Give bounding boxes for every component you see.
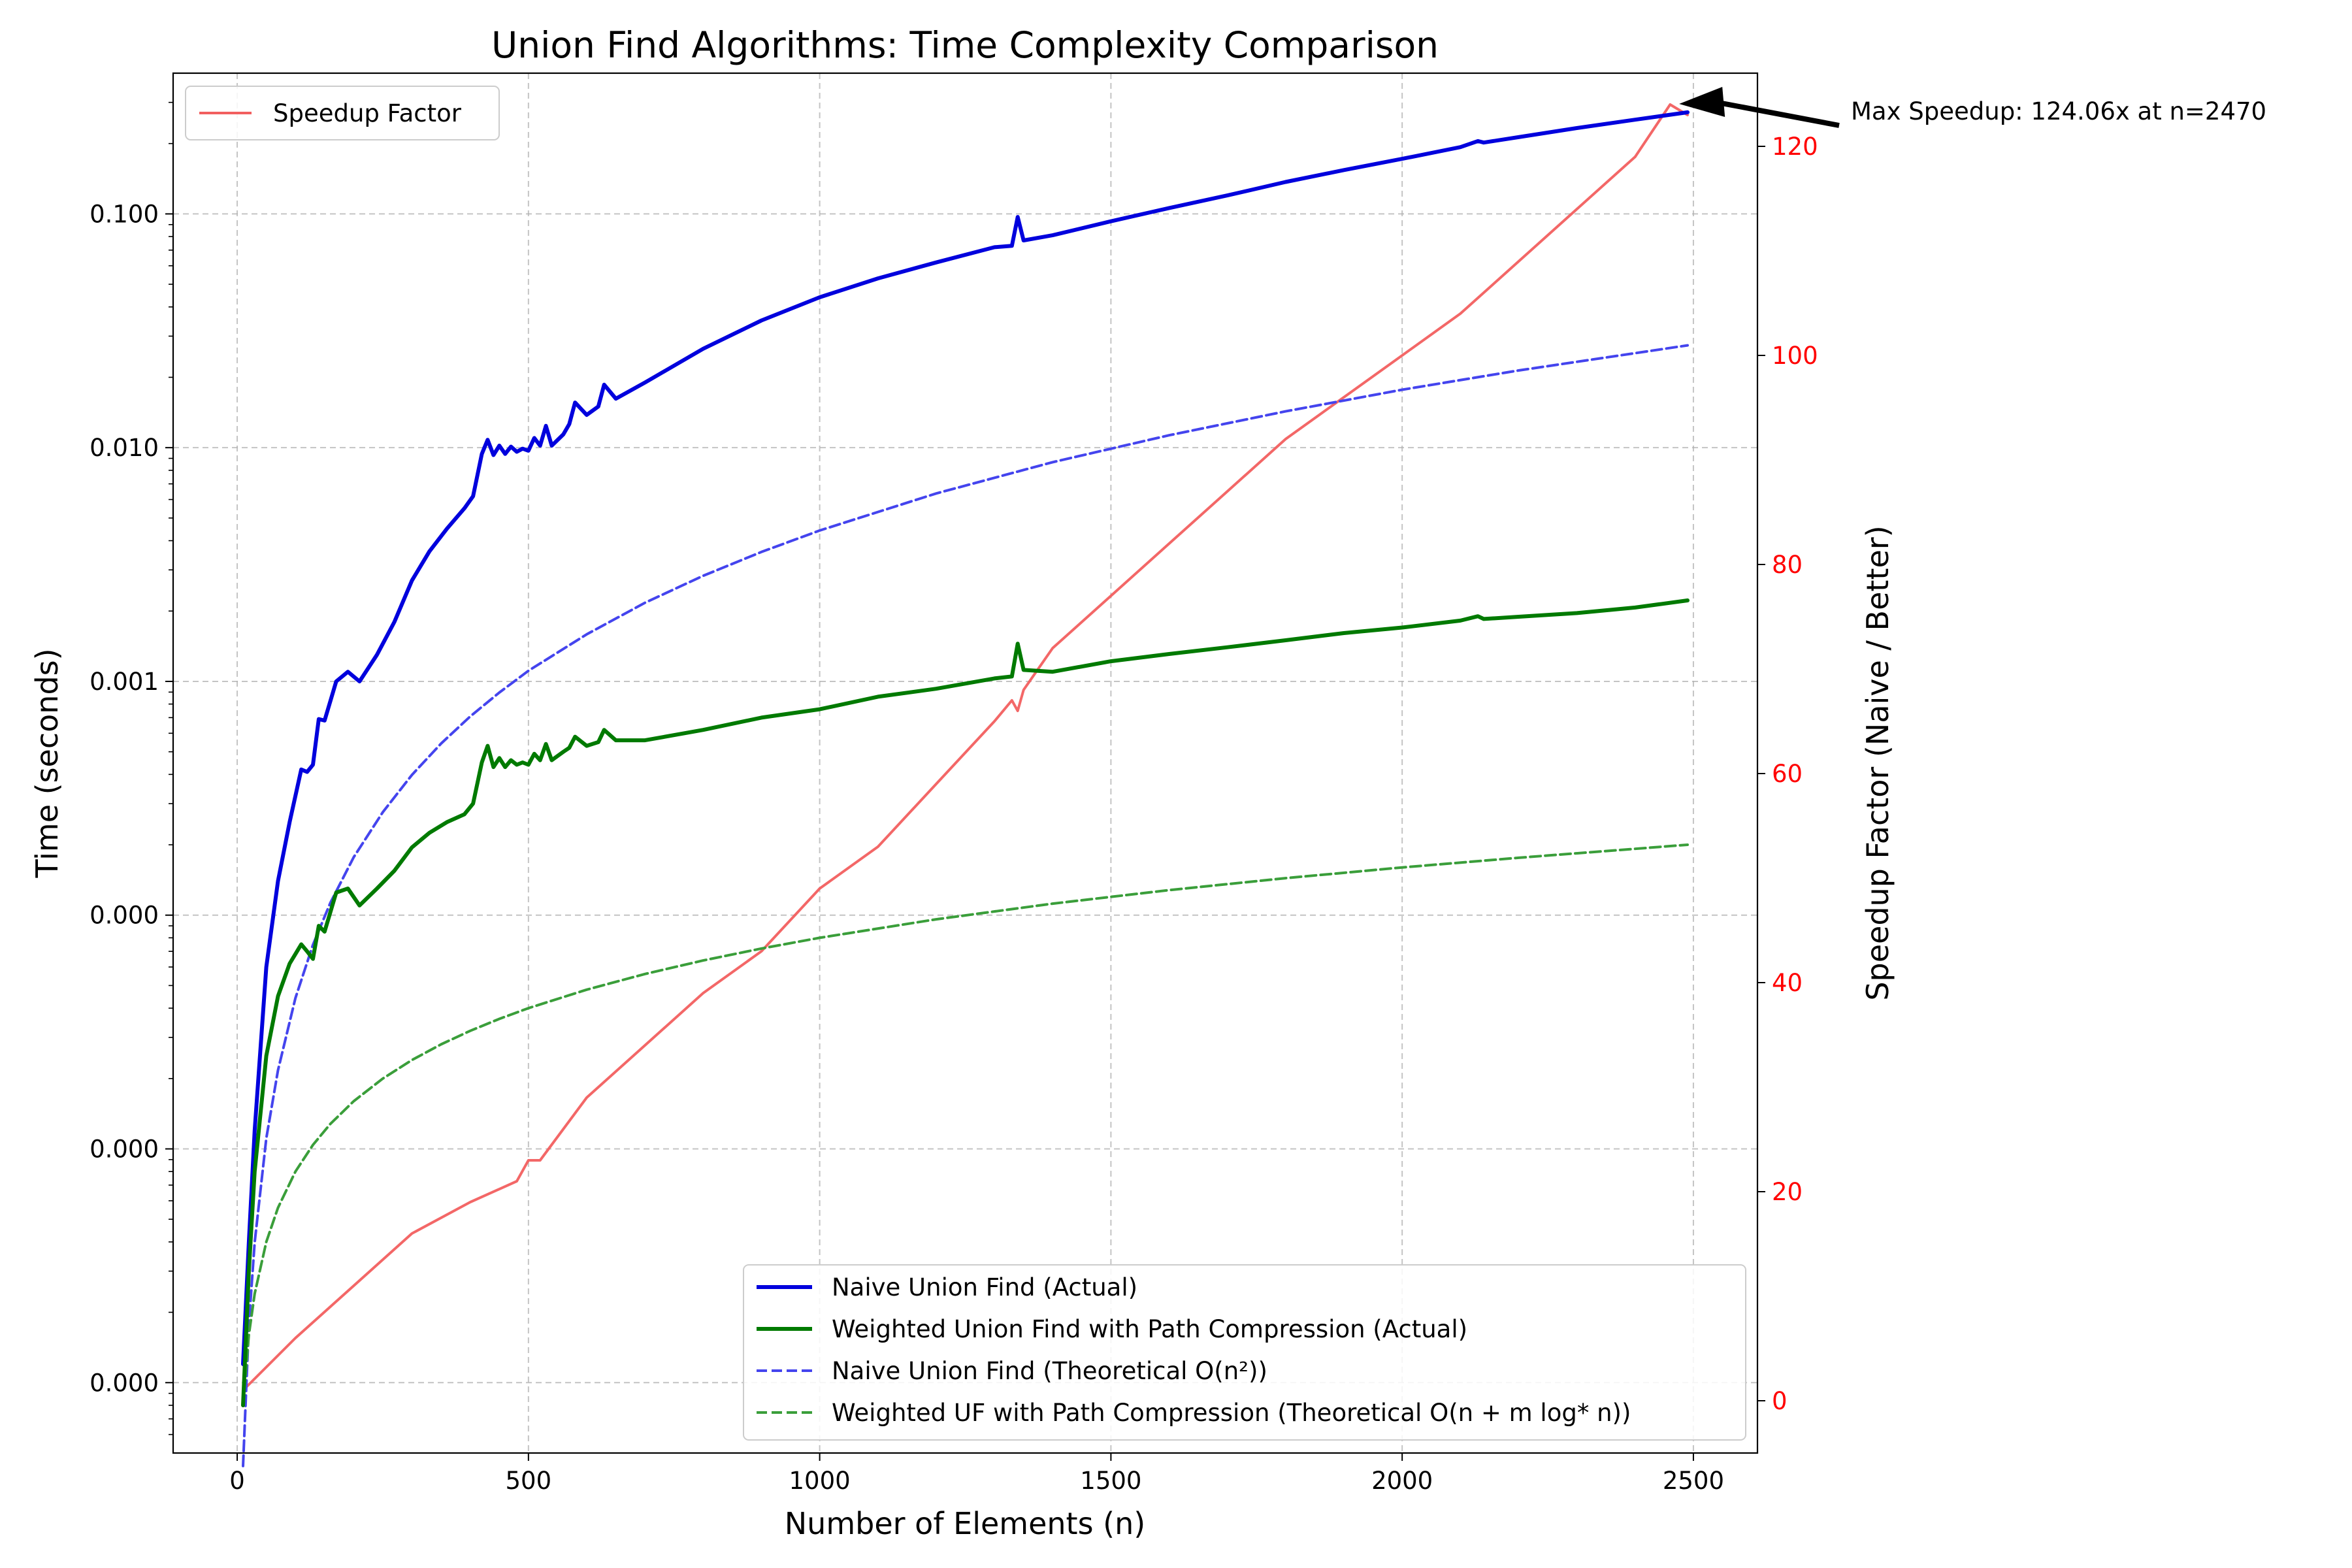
legend-speedup: Speedup Factor <box>185 86 500 140</box>
right-axis-ticks: 0 20 40 60 80 100 120 <box>1757 133 1818 1415</box>
series-naive-theory <box>242 344 1689 1467</box>
right-tick-label-1: 20 <box>1772 1178 1803 1206</box>
annotation-arrow-shaft <box>1718 100 1840 128</box>
series-speedup <box>242 103 1689 1392</box>
plot-area <box>241 103 1690 1467</box>
y-tick-label-4: 0.010 <box>90 434 159 462</box>
x-tick-label-3: 1500 <box>1080 1467 1141 1495</box>
legend-label-naive: Naive Union Find (Actual) <box>832 1273 1137 1301</box>
x-axis-ticks: 0 500 1000 1500 2000 2500 <box>229 1453 1724 1495</box>
legend-label-weighted-theory: Weighted UF with Path Compression (Theor… <box>832 1399 1631 1427</box>
series-naive-actual <box>241 110 1690 1366</box>
x-tick-label-1: 500 <box>506 1467 552 1495</box>
y-axis-minor-ticks <box>169 101 173 1435</box>
y-axis-ticks: 0.000 0.000 0.000 0.001 0.010 0.100 <box>90 200 173 1397</box>
x-tick-label-5: 2500 <box>1663 1467 1724 1495</box>
x-axis-label: Number of Elements (n) <box>785 1506 1145 1541</box>
right-tick-label-0: 0 <box>1772 1387 1788 1415</box>
y-tick-label-0: 0.000 <box>90 1369 159 1397</box>
legend-label-naive-theory: Naive Union Find (Theoretical O(n²)) <box>832 1357 1267 1385</box>
legend-box <box>743 1264 1746 1441</box>
y-axis-label: Time (seconds) <box>29 648 65 878</box>
legend-box <box>185 86 500 140</box>
series-weighted-actual <box>241 598 1690 1407</box>
right-tick-label-6: 120 <box>1772 133 1818 161</box>
y-tick-label-2: 0.000 <box>90 902 159 930</box>
right-axis-label: Speedup Factor (Naive / Better) <box>1860 525 1895 1000</box>
chart-title: Union Find Algorithms: Time Complexity C… <box>491 24 1439 66</box>
series-weighted-theory <box>242 843 1689 1407</box>
right-tick-label-2: 40 <box>1772 969 1803 997</box>
series-layer <box>241 103 1690 1467</box>
annotation-text: Max Speedup: 124.06x at n=2470 <box>1851 97 2266 125</box>
y-tick-label-1: 0.000 <box>90 1135 159 1164</box>
y-tick-label-3: 0.001 <box>90 668 159 696</box>
y-tick-label-5: 0.100 <box>90 200 159 228</box>
legend-main: Naive Union Find (Actual) Weighted Union… <box>743 1264 1746 1441</box>
legend-label-speedup: Speedup Factor <box>273 99 462 127</box>
x-tick-label-4: 2000 <box>1371 1467 1433 1495</box>
legend-label-weighted: Weighted Union Find with Path Compressio… <box>832 1315 1467 1343</box>
right-tick-label-5: 100 <box>1772 342 1818 370</box>
annotation-arrow-head <box>1679 87 1725 118</box>
right-tick-label-4: 80 <box>1772 551 1803 579</box>
axes-frame <box>172 72 1759 1454</box>
right-tick-label-3: 60 <box>1772 760 1803 788</box>
max-speedup-annotation: Max Speedup: 124.06x at n=2470 <box>1679 87 2266 128</box>
x-tick-label-2: 1000 <box>789 1467 851 1495</box>
x-tick-label-0: 0 <box>229 1467 245 1495</box>
